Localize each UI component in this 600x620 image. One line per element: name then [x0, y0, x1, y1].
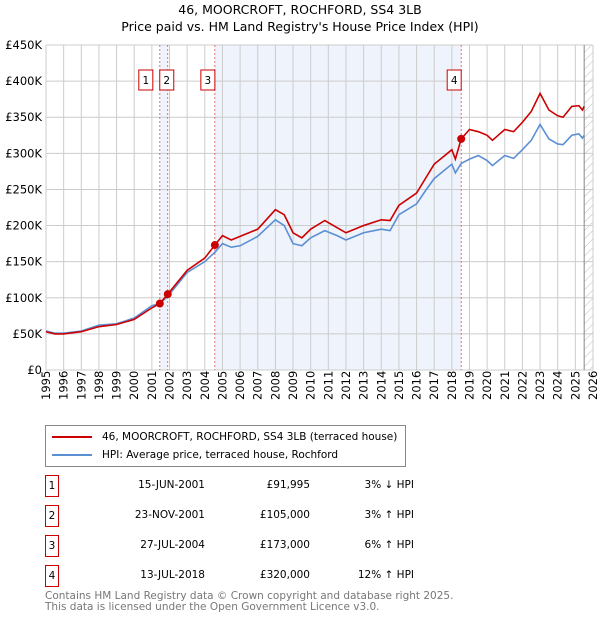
sale-hpi-diff: 3% ↑ HPI: [364, 509, 414, 521]
sale-label-box: [446, 69, 462, 91]
x-tick-label: 1998: [92, 371, 106, 400]
sale-number-badge: 1: [45, 475, 59, 497]
x-tick-label: 2000: [127, 371, 141, 400]
x-tick-label: 2022: [515, 371, 529, 400]
legend: 46, MOORCROFT, ROCHFORD, SS4 3LB (terrac…: [45, 425, 406, 467]
red-line-swatch: [52, 436, 92, 438]
sale-date: 13-JUL-2018: [140, 569, 205, 581]
x-tick-label: 2010: [304, 371, 318, 400]
x-tick-label: 2025: [568, 371, 582, 400]
sale-number-badge: 4: [45, 565, 59, 587]
legend-label: 46, MOORCROFT, ROCHFORD, SS4 3LB (terrac…: [102, 431, 398, 443]
sale-hpi-diff: 6% ↑ HPI: [364, 539, 414, 551]
x-tick-label: 1996: [57, 371, 71, 400]
x-tick-label: 2003: [180, 371, 194, 400]
price-paid-line: [45, 91, 585, 335]
x-tick-label: 2026: [586, 371, 600, 400]
x-tick-label: 2023: [533, 371, 547, 400]
sale-price: £91,995: [266, 479, 310, 491]
y-tick-label: £0: [27, 363, 42, 377]
x-tick-label: 1999: [110, 371, 124, 400]
y-tick-label: £450K: [5, 38, 42, 52]
x-tick-label: 2016: [410, 371, 424, 400]
x-tick-label: 2018: [445, 371, 459, 400]
x-tick-label: 2021: [498, 371, 512, 400]
x-tick-label: 2002: [163, 371, 177, 400]
y-tick-label: £250K: [5, 182, 42, 196]
y-tick-label: £100K: [5, 291, 42, 305]
shaded-period: [159, 45, 168, 370]
sale-label-box: [138, 69, 154, 91]
x-tick-label: 2005: [215, 371, 229, 400]
sale-number-badge: 3: [45, 535, 59, 557]
legend-item-hpi: HPI: Average price, terraced house, Roch…: [52, 449, 338, 461]
sale-point: [163, 290, 172, 299]
chart-title: 46, MOORCROFT, ROCHFORD, SS4 3LB: [178, 2, 422, 17]
y-tick-label: £400K: [5, 74, 42, 88]
sale-price: £173,000: [259, 539, 310, 551]
x-tick-label: 2007: [251, 371, 265, 400]
x-tick-label: 2012: [339, 371, 353, 400]
sale-point: [210, 241, 219, 250]
x-tick-label: 2017: [427, 371, 441, 400]
blue-line-swatch: [52, 454, 92, 456]
x-tick-label: 1995: [39, 371, 53, 400]
x-tick-label: 2004: [198, 371, 212, 400]
sale-label: 4: [451, 75, 458, 87]
sale-point: [155, 299, 164, 308]
sale-price: £105,000: [259, 509, 310, 521]
x-tick-label: 2019: [462, 371, 476, 400]
footer-line-2: This data is licensed under the Open Gov…: [45, 601, 380, 613]
legend-label: HPI: Average price, terraced house, Roch…: [102, 449, 339, 461]
x-tick-label: 2013: [357, 371, 371, 400]
sale-hpi-diff: 3% ↓ HPI: [364, 479, 414, 491]
price-chart: 1995 1996 1997 1998 1999 2000 2001 2002 2003 2004…: [5, 38, 600, 400]
sale-date: 27-JUL-2004: [140, 539, 205, 551]
y-tick-label: £300K: [5, 146, 42, 160]
forecast-hatch: [584, 45, 593, 370]
sale-date: 15-JUN-2001: [138, 479, 205, 491]
x-tick-label: 2014: [374, 371, 388, 400]
sale-hpi-diff: 12% ↑ HPI: [357, 569, 414, 581]
x-tick-label: 2009: [286, 371, 300, 400]
x-tick-label: 2024: [551, 371, 565, 400]
sale-label: 3: [205, 75, 212, 87]
shaded-period: [214, 45, 462, 370]
sale-date: 23-NOV-2001: [134, 509, 205, 521]
sale-price: £320,000: [259, 569, 310, 581]
legend-item-property: 46, MOORCROFT, ROCHFORD, SS4 3LB (terrac…: [52, 431, 397, 443]
sale-label-box: [200, 69, 216, 91]
chart-subtitle: Price paid vs. HM Land Registry's House …: [121, 19, 479, 34]
x-tick-label: 2020: [480, 371, 494, 400]
sale-label: 2: [163, 75, 170, 87]
sale-label: 1: [142, 75, 149, 87]
sale-number-badge: 2: [45, 505, 59, 527]
y-tick-label: £200K: [5, 219, 42, 233]
sale-point: [457, 134, 466, 143]
x-tick-label: 2011: [321, 371, 335, 400]
x-tick-label: 2008: [268, 371, 282, 400]
x-tick-label: 2001: [145, 371, 159, 400]
y-tick-label: £50K: [13, 327, 43, 341]
y-tick-label: £350K: [5, 110, 42, 124]
x-tick-label: 1997: [74, 371, 88, 400]
y-tick-label: £150K: [5, 255, 42, 269]
x-tick-label: 2006: [233, 371, 247, 400]
footer-line-1: Contains HM Land Registry data © Crown c…: [45, 590, 454, 602]
sale-label-box: [159, 69, 175, 91]
x-tick-label: 2015: [392, 371, 406, 400]
